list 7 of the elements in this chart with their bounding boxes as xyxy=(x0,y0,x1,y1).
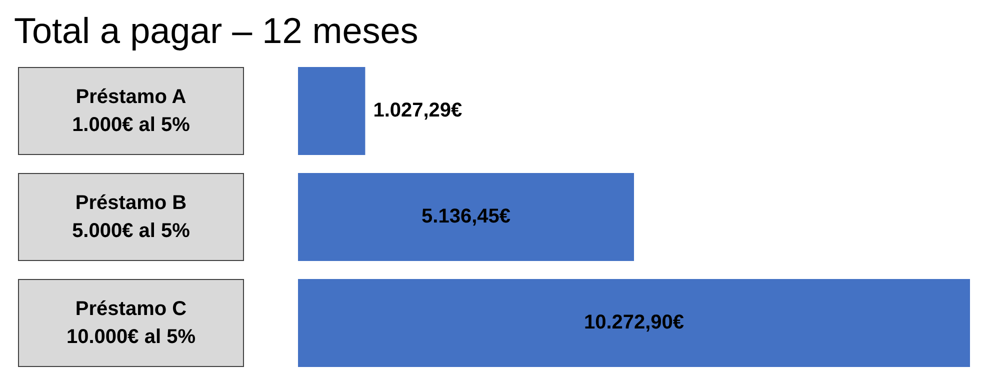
y-tick-label: Préstamo C 10.000€ al 5% xyxy=(66,297,196,350)
data-label: 5.136,45€ xyxy=(422,206,510,228)
data-label: 10.272,90€ xyxy=(584,312,684,334)
data-label: 1.027,29€ xyxy=(373,100,462,122)
chart-title: Total a pagar – 12 meses xyxy=(13,9,420,53)
y-tick-label: Préstamo B 5.000€ al 5% xyxy=(72,191,190,244)
y-tick-label: Préstamo A 1.000€ al 5% xyxy=(72,85,190,138)
